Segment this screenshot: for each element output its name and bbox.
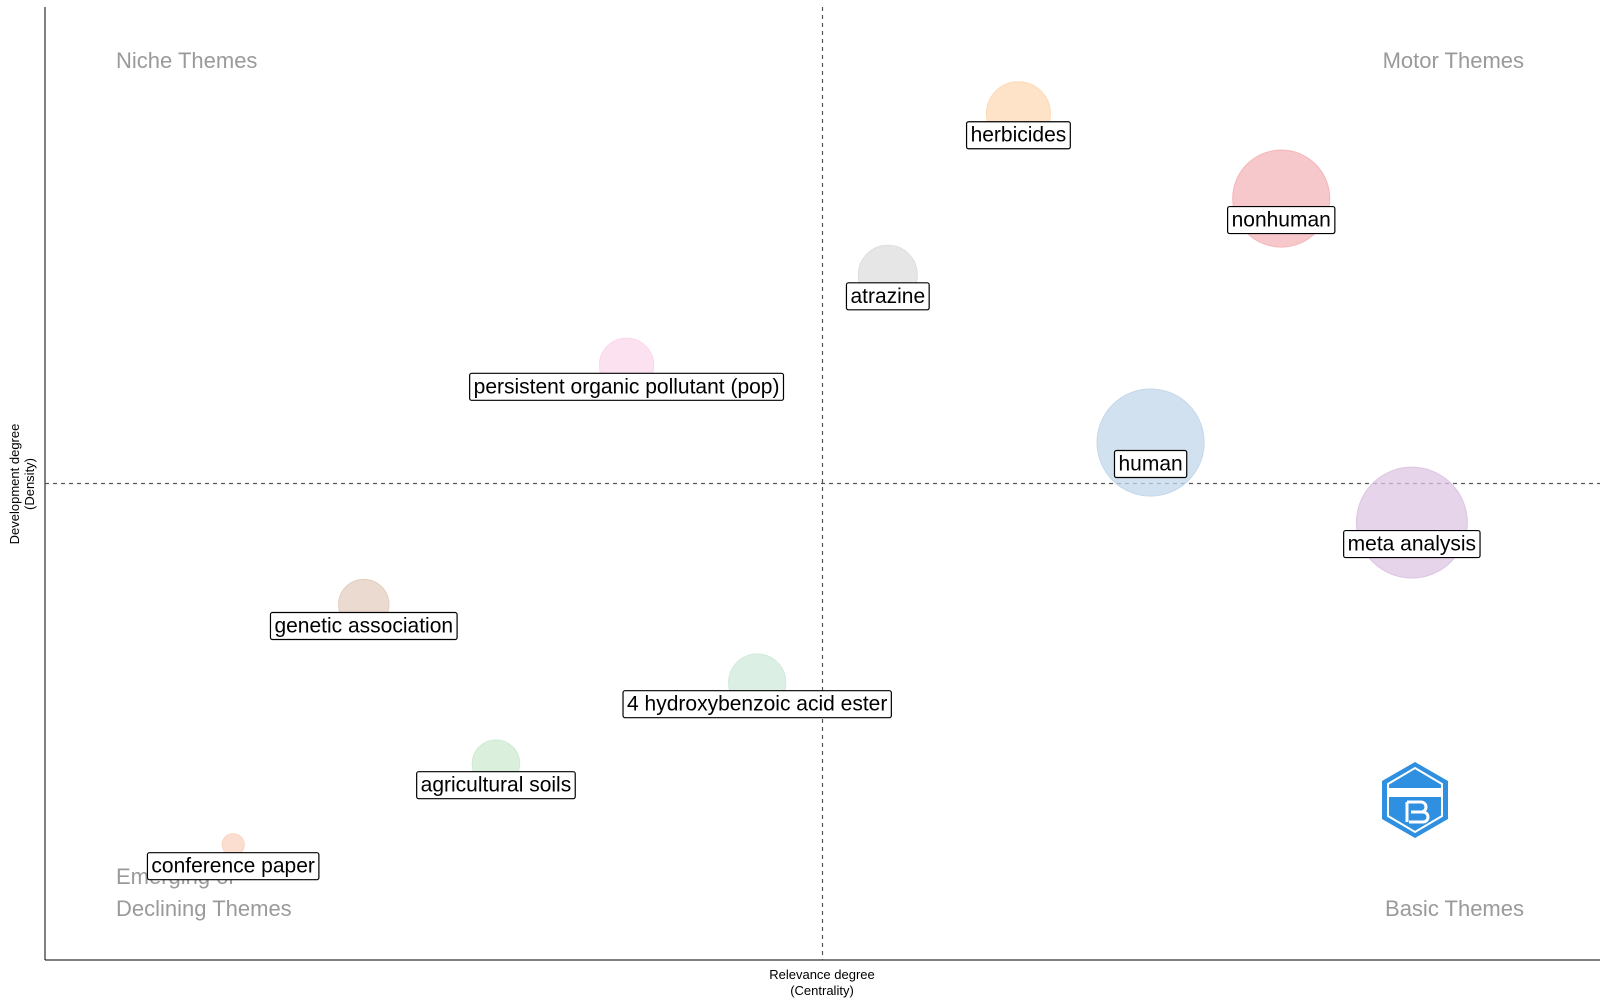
bubble-label: 4 hydroxybenzoic acid ester [622, 690, 892, 719]
bubble-label-box [1343, 529, 1481, 559]
bubble-label-text: persistent organic pollutant (pop) [474, 375, 780, 398]
bubble-label-text: meta analysis [1348, 533, 1476, 556]
bubble-label-box [469, 372, 785, 401]
x-axis-subtitle: (Centrality) [790, 983, 854, 998]
bubble-label-text: conference paper [151, 855, 314, 878]
bubble-label: agricultural soils [416, 771, 576, 800]
bubble-label: conference paper [146, 852, 320, 881]
bubble-label: herbicides [965, 121, 1071, 150]
bubble-label: persistent organic pollutant (pop) [469, 372, 785, 401]
bibliometrix-logo [1382, 762, 1448, 838]
bubble-label-box [845, 282, 930, 311]
quadrant-label-emerging-line2: Declining Themes [116, 896, 292, 921]
bubble-label-text: herbicides [971, 124, 1067, 147]
bubble-label-box [416, 771, 576, 800]
y-axis-subtitle: (Density) [22, 458, 37, 510]
bubble-point [1355, 466, 1468, 579]
bubble-label-box [269, 611, 458, 641]
bubble-label: genetic association [269, 611, 458, 641]
y-axis-title: Development degree [7, 424, 22, 545]
bubble-label-box [146, 852, 320, 881]
bubble-label-text: 4 hydroxybenzoic acid ester [627, 693, 887, 716]
quadrant-label-motor: Motor Themes [1383, 48, 1524, 73]
bubble-layer [221, 81, 1468, 857]
bubble-label-box [965, 121, 1071, 150]
bubble-label-text: atrazine [850, 285, 925, 308]
bubble-point [1096, 388, 1205, 497]
bubble-label-text: agricultural soils [421, 774, 572, 797]
bubble-label-text: genetic association [274, 615, 453, 638]
bubble-label: nonhuman [1226, 205, 1336, 235]
bubble-label-text: nonhuman [1232, 209, 1331, 232]
quadrant-label-basic: Basic Themes [1385, 896, 1524, 921]
bubble-label: atrazine [845, 282, 930, 311]
quadrant-label-niche: Niche Themes [116, 48, 257, 73]
bubble-label-text: human [1118, 453, 1182, 476]
x-axis-title: Relevance degree [769, 967, 875, 982]
bubble-label: meta analysis [1343, 529, 1481, 559]
label-layer: herbicides nonhuman atrazine persistent org… [146, 121, 1481, 881]
bubble-label-box [1226, 205, 1336, 235]
bubble-label: human [1113, 449, 1188, 479]
bubble-label-box [1113, 449, 1188, 479]
bubble-label-box [622, 690, 892, 719]
